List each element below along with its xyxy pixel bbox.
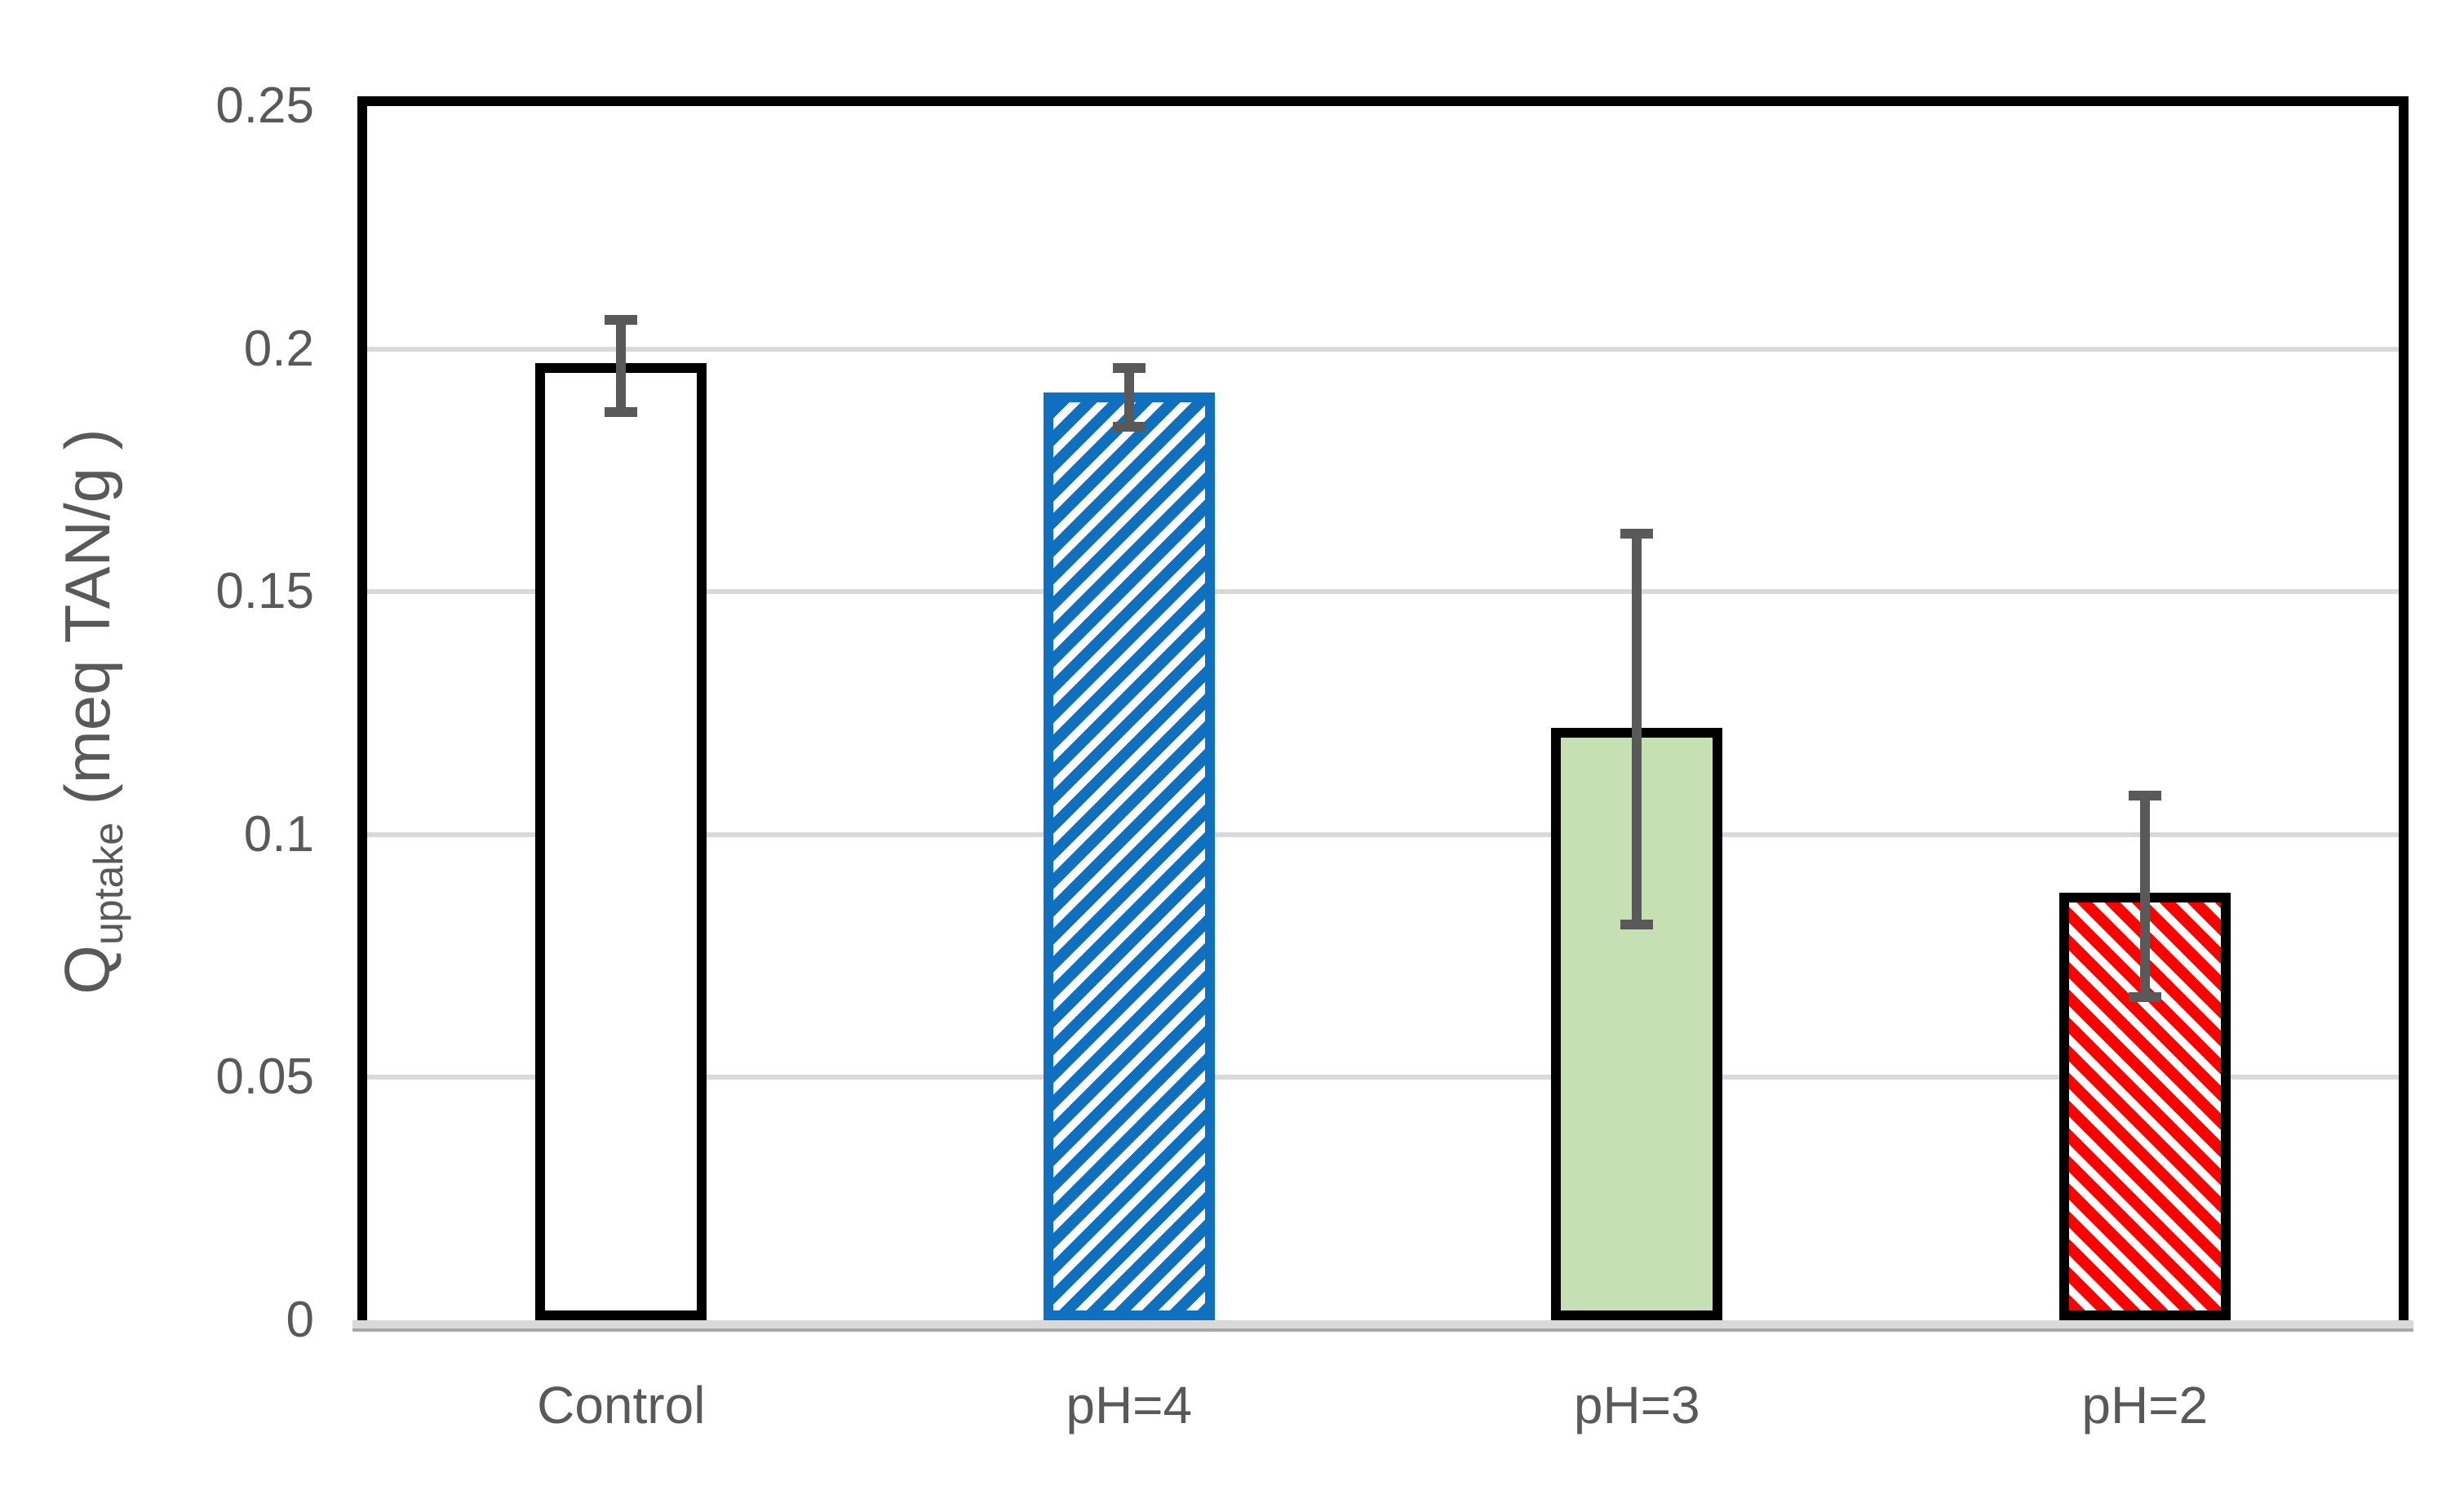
error-bar-line xyxy=(2139,791,2150,1003)
y-tick-label: 0.1 xyxy=(243,805,314,863)
error-bar-bottom-cap xyxy=(1620,919,1654,929)
error-bar-line xyxy=(616,314,627,417)
y-axis-title: Quptake (meq TAN/g ) xyxy=(34,59,140,1364)
gridline xyxy=(367,346,2399,352)
x-tick-label: Control xyxy=(537,1376,706,1435)
gridline xyxy=(367,589,2399,595)
y-axis-title-main: Q xyxy=(51,945,123,995)
error-bar-bottom-cap xyxy=(2128,992,2161,1003)
error-bar-top-cap xyxy=(605,314,638,325)
error-bar-bottom-cap xyxy=(1112,421,1146,432)
y-tick-label: 0.05 xyxy=(215,1049,314,1106)
error-bar-line xyxy=(1123,363,1134,432)
bar-control xyxy=(535,363,707,1320)
x-tick-label: pH=3 xyxy=(1573,1376,1700,1435)
plot-border xyxy=(357,96,2409,1320)
error-bar-top-cap xyxy=(1620,528,1654,539)
y-tick-label: 0 xyxy=(286,1292,314,1348)
gridline xyxy=(367,1075,2399,1080)
y-tick-label: 0.15 xyxy=(215,563,314,620)
x-tick-label: pH=2 xyxy=(2081,1376,2209,1435)
error-bar-bottom-cap xyxy=(605,406,638,417)
y-axis-title-units: (meq TAN/g ) xyxy=(51,428,123,823)
gridline xyxy=(367,831,2399,837)
bar-ph4 xyxy=(1043,392,1215,1320)
x-tick-label: pH=4 xyxy=(1066,1376,1193,1435)
x-axis-line xyxy=(352,1320,2413,1328)
y-tick-label: 0.2 xyxy=(243,320,314,377)
error-bar-top-cap xyxy=(1112,363,1146,374)
y-tick-label: 0.25 xyxy=(215,78,314,134)
x-axis-line-shadow xyxy=(352,1328,2413,1332)
error-bar-line xyxy=(1632,528,1642,929)
error-bar-top-cap xyxy=(2128,791,2161,801)
